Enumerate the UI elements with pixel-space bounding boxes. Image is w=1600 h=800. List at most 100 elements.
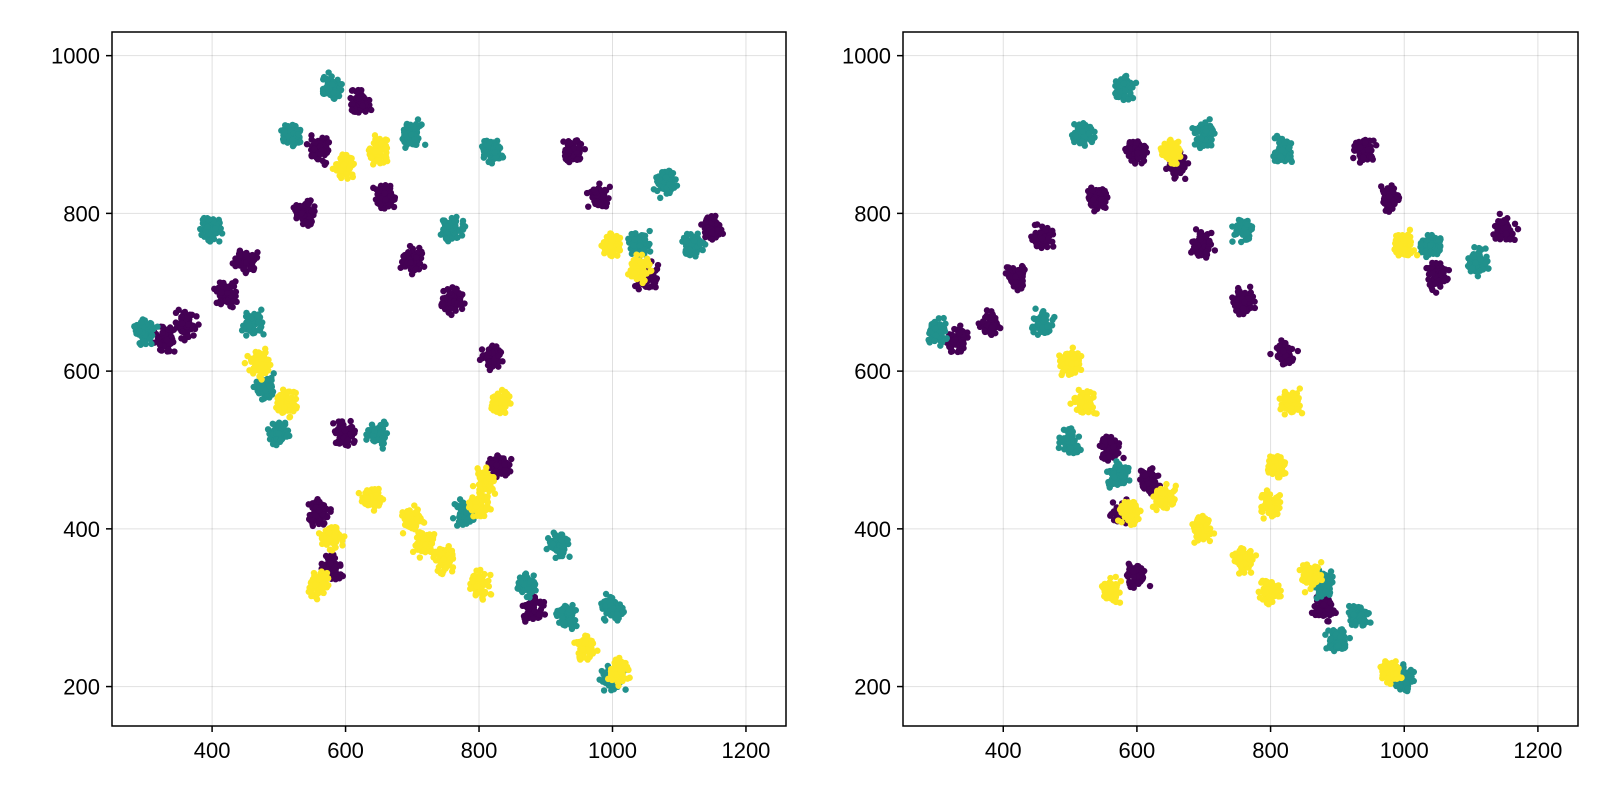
data-point <box>258 306 265 313</box>
data-point <box>186 311 194 318</box>
data-point <box>619 659 626 666</box>
data-point <box>250 264 258 272</box>
data-point <box>319 134 326 142</box>
data-point <box>442 564 450 571</box>
data-point <box>607 242 614 250</box>
data-point <box>262 345 269 353</box>
data-point <box>441 217 448 224</box>
data-point <box>698 221 705 228</box>
data-point <box>399 530 407 537</box>
points-layer <box>131 69 727 694</box>
data-point <box>1195 249 1202 256</box>
data-point <box>531 594 538 602</box>
data-point <box>407 259 414 266</box>
data-point <box>1090 196 1097 203</box>
data-point <box>439 556 447 563</box>
data-point <box>567 621 575 629</box>
data-point <box>442 294 449 301</box>
data-point <box>715 227 722 234</box>
data-point <box>1141 142 1148 150</box>
data-point <box>615 246 622 253</box>
data-point <box>527 578 534 586</box>
data-point <box>416 529 424 536</box>
data-point <box>561 619 568 626</box>
data-point <box>1190 238 1198 245</box>
data-point <box>443 235 450 243</box>
data-point <box>983 307 991 314</box>
data-point <box>378 438 386 446</box>
data-point <box>315 155 323 163</box>
data-point <box>630 242 637 249</box>
data-point <box>1101 187 1108 195</box>
data-point <box>491 149 498 156</box>
data-point <box>309 152 317 159</box>
data-point <box>582 632 589 639</box>
data-point <box>190 332 197 339</box>
data-point <box>487 590 494 598</box>
data-point <box>1179 162 1187 169</box>
data-point <box>328 81 336 88</box>
data-point <box>444 286 451 293</box>
data-point <box>485 158 492 166</box>
y-tick-label: 800 <box>63 201 100 226</box>
data-point <box>495 143 502 150</box>
data-point <box>266 383 273 390</box>
y-tick-label: 1000 <box>51 44 100 69</box>
data-point <box>487 571 494 579</box>
data-point <box>472 590 479 598</box>
data-point <box>989 311 996 319</box>
data-point <box>451 218 458 225</box>
data-point <box>501 467 508 474</box>
data-point <box>564 536 571 544</box>
data-point <box>616 234 624 242</box>
data-point <box>590 186 598 193</box>
data-point <box>281 129 288 136</box>
data-point <box>377 140 385 147</box>
data-point <box>494 452 501 459</box>
data-point <box>454 234 461 241</box>
data-point <box>1229 294 1236 301</box>
data-point <box>179 328 187 336</box>
data-point <box>257 385 264 392</box>
data-point <box>575 144 582 152</box>
data-point <box>401 521 409 529</box>
data-point <box>255 311 262 318</box>
data-point <box>608 252 616 260</box>
data-point <box>408 131 415 138</box>
data-point <box>601 186 609 194</box>
data-point <box>269 440 277 448</box>
data-point <box>371 486 379 493</box>
data-point <box>406 140 413 147</box>
data-point <box>216 238 223 245</box>
points-layer <box>925 72 1522 695</box>
data-point <box>946 343 953 350</box>
data-point <box>530 572 537 579</box>
data-point <box>626 674 633 681</box>
data-point <box>368 106 375 114</box>
data-point <box>383 154 390 162</box>
data-point <box>683 238 690 245</box>
data-point <box>654 187 661 195</box>
data-point <box>686 246 694 254</box>
data-point <box>1033 240 1040 248</box>
data-point <box>416 244 423 252</box>
data-point <box>320 90 328 98</box>
data-point <box>648 267 655 274</box>
series-1 <box>131 69 709 694</box>
data-point <box>469 577 476 585</box>
data-point <box>404 249 412 256</box>
data-point <box>506 461 513 468</box>
data-point <box>419 535 427 543</box>
data-point <box>579 646 586 653</box>
data-point <box>560 549 567 556</box>
data-point <box>602 590 610 598</box>
data-point <box>644 255 651 262</box>
series-0 <box>150 86 727 625</box>
data-point <box>315 530 323 537</box>
data-point <box>1251 304 1259 312</box>
data-point <box>359 102 366 110</box>
data-point <box>620 609 627 616</box>
data-point <box>414 116 422 123</box>
data-point <box>639 269 646 277</box>
data-point <box>351 429 358 437</box>
